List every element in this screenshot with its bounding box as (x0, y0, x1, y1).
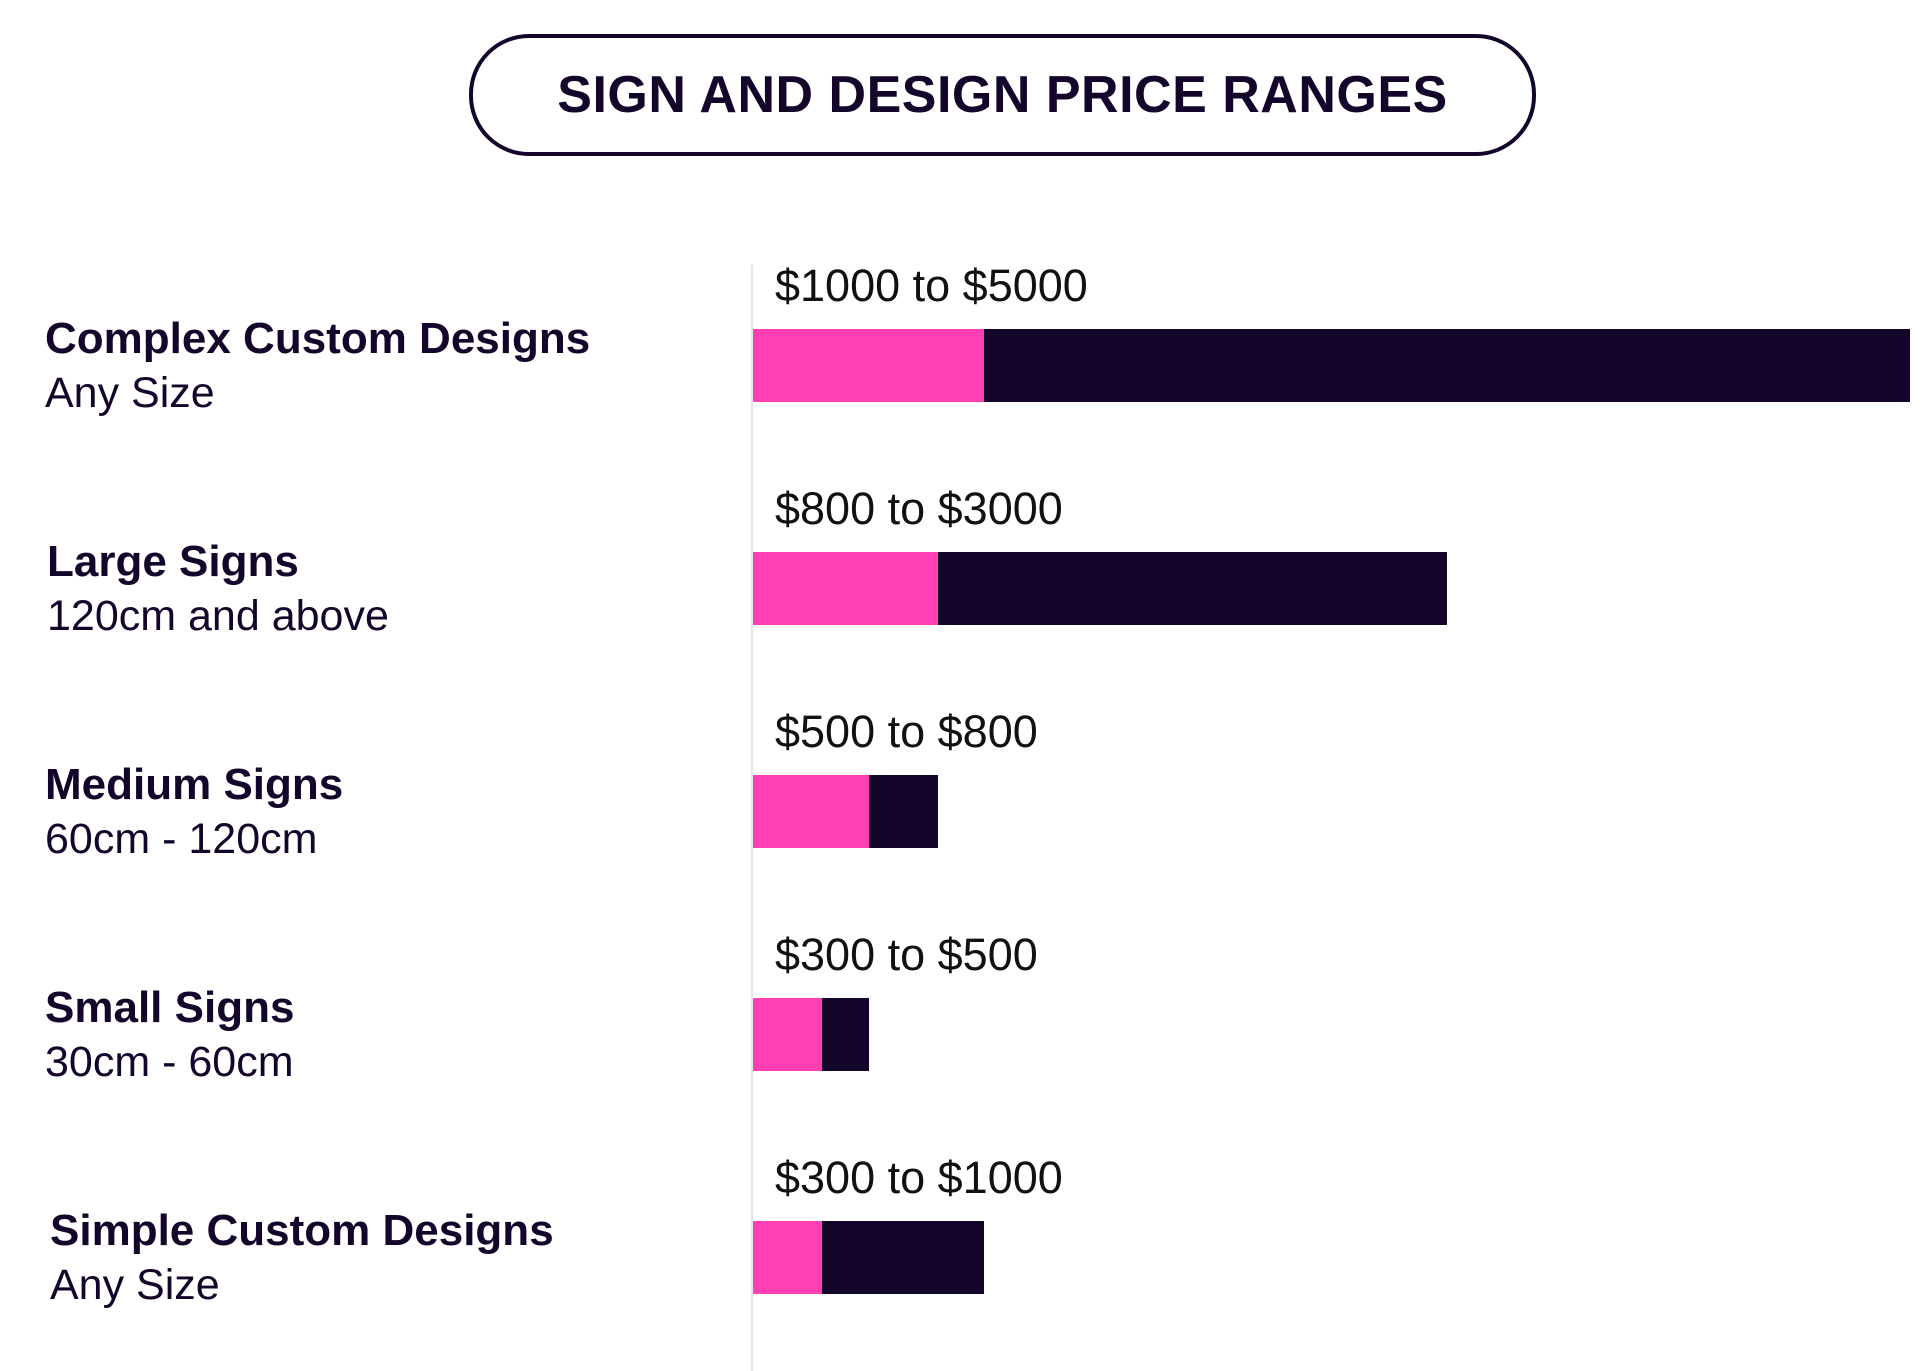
category-size: 30cm - 60cm (45, 1038, 294, 1086)
category-size: Any Size (50, 1261, 220, 1309)
chart-title-pill: SIGN AND DESIGN PRICE RANGES (469, 34, 1536, 156)
bar-min-segment (753, 552, 939, 625)
category-size: Any Size (45, 369, 215, 417)
category-name: Complex Custom Designs (45, 314, 591, 363)
category-label: Medium Signs 60cm - 120cm (45, 758, 343, 866)
range-data-label: $1000 to $5000 (775, 260, 1088, 311)
category-name: Simple Custom Designs (50, 1206, 554, 1255)
category-label: Large Signs 120cm and above (47, 535, 389, 643)
range-data-label: $800 to $3000 (775, 483, 1063, 534)
bar-min-segment (753, 998, 823, 1071)
chart-title: SIGN AND DESIGN PRICE RANGES (557, 66, 1448, 124)
y-axis-line (751, 265, 753, 1371)
range-data-label: $500 to $800 (775, 706, 1038, 757)
category-name: Small Signs (45, 983, 295, 1032)
category-size: 120cm and above (47, 592, 389, 640)
bar-min-segment (753, 1221, 823, 1294)
bar-min-segment (753, 329, 985, 402)
category-label: Complex Custom Designs Any Size (45, 312, 590, 420)
category-label: Simple Custom Designs Any Size (50, 1204, 554, 1312)
category-name: Large Signs (47, 537, 299, 586)
range-data-label: $300 to $1000 (775, 1152, 1063, 1203)
category-size: 60cm - 120cm (45, 815, 318, 863)
category-label: Small Signs 30cm - 60cm (45, 981, 294, 1089)
range-data-label: $300 to $500 (775, 929, 1038, 980)
bar-min-segment (753, 775, 869, 848)
category-name: Medium Signs (45, 760, 344, 809)
